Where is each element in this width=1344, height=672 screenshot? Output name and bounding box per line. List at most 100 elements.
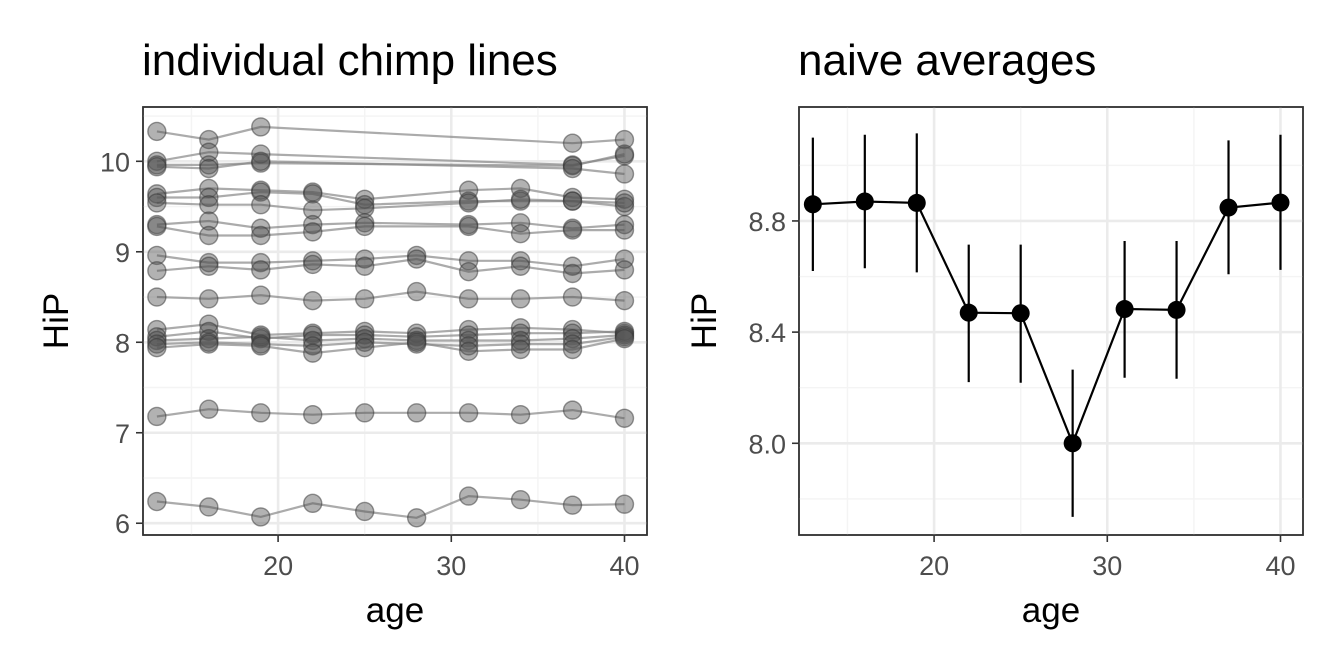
chimp-data-point [354, 289, 375, 309]
chimp-data-point [510, 289, 531, 309]
y-tick-label: 6 [115, 509, 130, 539]
chimp-data-point [614, 193, 635, 213]
average-point [1271, 193, 1290, 212]
y-tick-label: 8.8 [748, 207, 786, 237]
chimp-data-point [251, 260, 271, 280]
chimp-data-point [147, 187, 167, 208]
chimp-series-line [156, 408, 625, 420]
x-tick-label: 30 [436, 551, 466, 581]
chimp-data-point [614, 129, 635, 150]
chart-naive-averages: naive averages 20 30 40 8.0 8.4 8.8 age HiP [685, 36, 1304, 630]
average-point [803, 195, 822, 214]
chimp-data-point [147, 261, 167, 281]
y-tick-label: 7 [115, 419, 130, 449]
average-line [812, 200, 1281, 447]
chimp-data-point [147, 406, 167, 427]
y-axis-title: HiP [685, 293, 724, 349]
chimp-data-point [303, 493, 323, 514]
chimp-data-point [147, 337, 167, 358]
chimp-data-point [199, 289, 219, 309]
y-tick-label: 8.0 [748, 429, 786, 459]
chimp-data-point [303, 200, 323, 220]
chimp-series-line [156, 125, 625, 145]
chimp-data-point [562, 339, 583, 360]
chimp-series-line [156, 257, 625, 275]
chimp-data-point [251, 151, 271, 171]
chimp-data-point [147, 491, 167, 512]
chimp-data-point [562, 256, 583, 276]
chimp-data-point [251, 218, 271, 238]
chimp-data-point [510, 323, 531, 343]
chimp-data-point [458, 336, 479, 356]
chart-title: naive averages [798, 36, 1096, 85]
chimp-data-point [510, 490, 531, 510]
chimp-data-point [458, 216, 479, 237]
chimp-data-point [354, 249, 375, 269]
average-point [855, 192, 874, 211]
chimp-data-point [251, 117, 271, 137]
chimp-data-point [147, 216, 167, 237]
average-point [1011, 304, 1030, 323]
chimp-data-point [458, 319, 479, 340]
chimp-data-point [303, 254, 323, 275]
chart-title: individual chimp lines [142, 36, 558, 85]
series-layer [147, 117, 635, 528]
chimp-data-point [147, 193, 167, 213]
chimp-data-point [562, 328, 583, 349]
chimp-data-point [199, 256, 219, 276]
chimp-data-point [510, 339, 531, 360]
chimp-data-point [510, 404, 531, 425]
average-point [1115, 300, 1134, 319]
chimp-data-point [251, 507, 271, 527]
chimp-series-line [156, 337, 625, 355]
chimp-data-point [458, 403, 479, 423]
x-tick-label: 40 [1265, 551, 1295, 581]
grid [799, 107, 1303, 535]
chimp-series-line [156, 494, 625, 519]
chimp-data-point [406, 508, 427, 528]
y-axis-title: HiP [37, 293, 76, 349]
chimp-data-point [562, 495, 583, 515]
average-point [1167, 300, 1186, 319]
y-tick-label: 8 [115, 328, 130, 358]
average-point [1219, 198, 1238, 217]
chimp-series-line [156, 160, 625, 176]
average-point [959, 303, 978, 322]
x-axis-title: age [366, 591, 424, 630]
chimp-series-line [156, 335, 625, 348]
x-axis-title: age [1022, 591, 1080, 630]
chimp-data-point [614, 328, 635, 349]
panel-border [798, 106, 1304, 536]
x-tick-label: 40 [609, 551, 639, 581]
chimp-data-point [614, 164, 635, 184]
plot-panel [142, 106, 648, 536]
chimp-data-point [199, 399, 219, 419]
chimp-data-point [510, 334, 531, 354]
chimp-data-point [458, 486, 479, 506]
chimp-data-point [354, 403, 375, 423]
chimp-data-point [614, 220, 635, 240]
chimp-data-point [510, 189, 531, 209]
chimp-data-point [562, 287, 583, 307]
chimp-data-point [406, 332, 427, 352]
plot-panel [798, 106, 1304, 536]
chimp-data-point [303, 404, 323, 425]
chimp-data-point [406, 281, 427, 302]
panel-border [142, 106, 648, 536]
chimp-data-point [199, 187, 219, 208]
y-tick-label: 9 [115, 238, 130, 268]
chimp-data-point [562, 220, 583, 240]
chimp-data-point [251, 336, 271, 356]
chimp-data-point [354, 501, 375, 522]
average-point [1063, 434, 1082, 453]
chimp-data-point [303, 343, 323, 363]
chimp-data-point [614, 494, 635, 514]
chimp-data-point [614, 260, 635, 280]
y-tick-label: 8.4 [748, 318, 786, 348]
chimp-data-point [199, 334, 219, 354]
chimp-data-point [614, 290, 635, 311]
chimp-data-point [614, 144, 635, 164]
y-tick-label: 10 [100, 147, 130, 177]
chimp-data-point [303, 222, 323, 242]
